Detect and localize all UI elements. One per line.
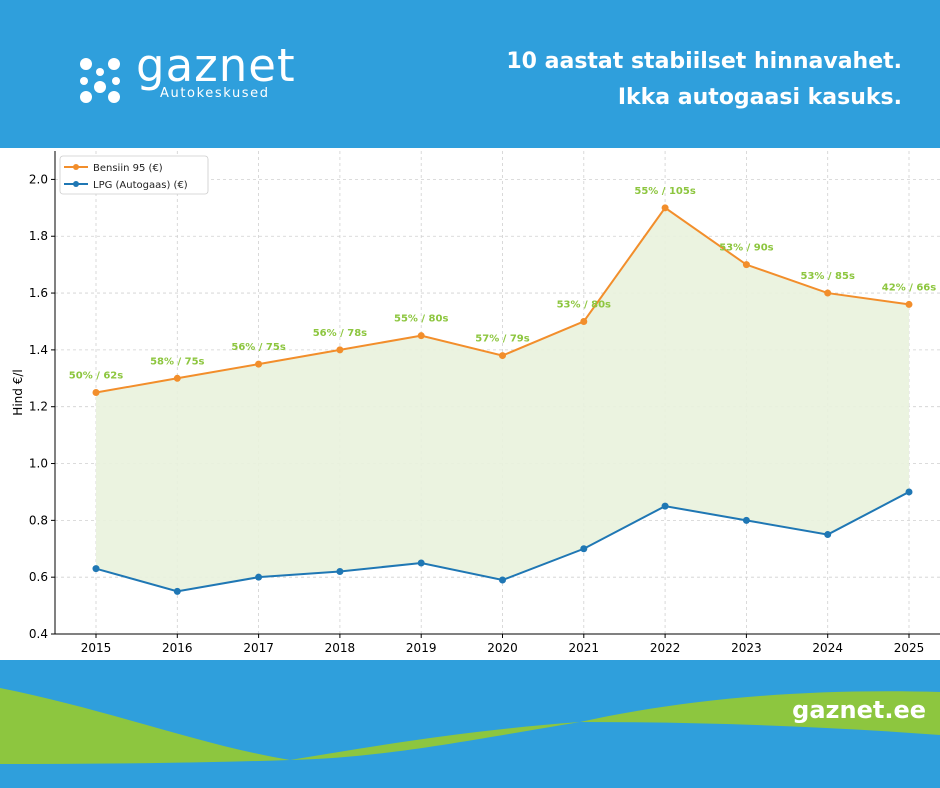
y-tick-label: 1.8 — [29, 229, 48, 243]
brand-subtitle: Autokeskused — [160, 86, 270, 101]
savings-label: 56% / 75s — [231, 342, 285, 353]
x-tick-label: 2018 — [325, 641, 356, 655]
lpg-point — [824, 531, 832, 539]
x-tick-label: 2015 — [81, 641, 112, 655]
y-axis-label: Hind €/l — [11, 369, 25, 415]
petrol-point — [905, 300, 913, 308]
savings-label: 55% / 105s — [634, 186, 695, 197]
savings-label: 58% / 75s — [150, 356, 204, 367]
legend-label: LPG (Autogaas) (€) — [93, 180, 188, 191]
x-tick-label: 2021 — [569, 641, 600, 655]
price-chart: 0.4 0.6 0.8 1.0 1.2 1.4 1.6 1.8 2.0 2015 2016 2017 2… — [0, 148, 940, 660]
lpg-point — [336, 567, 344, 575]
x-tick-label: 2017 — [243, 641, 274, 655]
savings-label: 42% / 66s — [882, 282, 936, 293]
legend-box — [59, 155, 209, 195]
lpg-point — [92, 565, 100, 573]
petrol-point — [742, 261, 750, 269]
x-tick-label: 2019 — [406, 641, 437, 655]
y-tick-label: 0.4 — [29, 627, 48, 641]
savings-label: 57% / 79s — [475, 334, 529, 345]
footer-banner: gaznet.ee — [0, 660, 940, 788]
lpg-point — [417, 559, 425, 567]
petrol-point — [255, 360, 263, 368]
petrol-point — [92, 389, 100, 396]
petrol-point — [499, 352, 506, 360]
lpg-point — [905, 488, 913, 496]
savings-label: 56% / 78s — [313, 328, 367, 339]
lpg-point — [661, 502, 669, 510]
y-tick-label: 1.6 — [29, 286, 48, 300]
gaznet-logo-icon — [80, 58, 120, 103]
lpg-point — [499, 576, 506, 584]
y-tick-label: 0.6 — [29, 570, 48, 584]
lpg-point — [742, 516, 750, 524]
x-tick-label: 2025 — [894, 641, 925, 655]
price-gap-area — [96, 207, 909, 592]
legend-marker — [73, 181, 79, 187]
header-banner: gaznet Autokeskused 10 aastat stabiilset… — [0, 0, 940, 148]
website-link[interactable]: gaznet.ee — [792, 696, 926, 724]
savings-label: 53% / 90s — [719, 243, 773, 254]
x-tick-label: 2016 — [162, 641, 193, 655]
y-tick-label: 0.8 — [29, 513, 48, 527]
savings-label: 50% / 62s — [69, 371, 123, 382]
headline: 10 aastat stabiilset hinnavahet. Ikka au… — [506, 44, 902, 116]
savings-label: 53% / 85s — [800, 271, 854, 282]
legend-label: Bensiin 95 (€) — [93, 163, 163, 174]
savings-label: 53% / 80s — [557, 299, 611, 310]
petrol-point — [336, 346, 344, 354]
footer-wave — [0, 688, 940, 764]
x-tick-label: 2022 — [650, 641, 681, 655]
lpg-point — [255, 573, 263, 581]
price-chart-svg: 0.4 0.6 0.8 1.0 1.2 1.4 1.6 1.8 2.0 2015 2016 2017 2… — [11, 151, 940, 655]
savings-label: 55% / 80s — [394, 314, 448, 325]
petrol-point — [580, 317, 588, 325]
headline-line-1: 10 aastat stabiilset hinnavahet. — [506, 49, 902, 74]
headline-line-2: Ikka autogaasi kasuks. — [617, 85, 902, 110]
y-tick-label: 1.0 — [29, 457, 48, 471]
petrol-point — [417, 332, 425, 340]
lpg-point — [580, 545, 588, 553]
x-tick-label: 2023 — [731, 641, 762, 655]
lpg-point — [173, 587, 181, 595]
brand-name: gaznet — [136, 39, 296, 92]
y-tick-label: 1.2 — [29, 400, 48, 414]
y-tick-label: 2.0 — [29, 172, 48, 186]
petrol-point — [824, 289, 832, 297]
legend-marker — [73, 164, 79, 170]
petrol-point — [173, 374, 181, 382]
petrol-point — [661, 204, 669, 212]
y-tick-label: 1.4 — [29, 343, 48, 357]
x-tick-label: 2024 — [812, 641, 843, 655]
x-tick-label: 2020 — [487, 641, 518, 655]
